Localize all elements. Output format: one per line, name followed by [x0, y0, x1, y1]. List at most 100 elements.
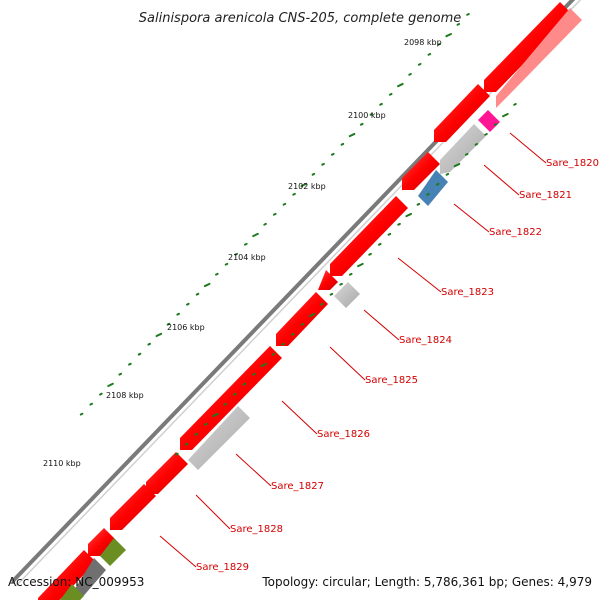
tick-mark — [456, 22, 461, 26]
tick-mark — [368, 252, 372, 256]
map-title: Salinispora arenicola CNS-205, complete … — [139, 11, 461, 26]
cds-arrow-forward — [330, 196, 408, 276]
tick-mark — [194, 432, 198, 436]
tick-mark — [79, 412, 84, 416]
gene-leader-line — [363, 309, 400, 341]
gene-label: Sare_1826 — [317, 429, 370, 440]
feature-grey — [334, 282, 360, 308]
tick-mark — [357, 262, 364, 268]
tick-mark — [212, 412, 219, 418]
gene-leader-line — [509, 132, 547, 164]
tick-mark — [387, 232, 392, 236]
genome-summary-text: Topology: circular; Length: 5,786,361 bp… — [261, 575, 592, 589]
tick-mark — [437, 42, 441, 46]
tick-mark — [137, 352, 142, 356]
tick-mark — [118, 372, 123, 376]
tick-mark — [242, 382, 247, 386]
tick-mark — [369, 112, 374, 116]
tick-mark — [397, 222, 401, 226]
tick-mark — [215, 272, 219, 276]
tick-mark — [166, 322, 171, 326]
gene-label: Sare_1821 — [519, 190, 572, 201]
tick-mark — [204, 422, 208, 426]
tick-mark — [89, 402, 94, 406]
gene-label: Sare_1829 — [196, 562, 249, 573]
cds-arrow-reverse — [496, 8, 582, 108]
feature-grey — [440, 124, 486, 174]
cds-arrow-forward — [484, 2, 572, 92]
gene-label: Sare_1820 — [546, 158, 599, 169]
tick-mark — [155, 332, 163, 338]
tick-mark — [308, 312, 316, 318]
feature-olive — [100, 538, 126, 566]
tick-mark — [339, 282, 343, 286]
kbp-label: 2102 kbp — [288, 182, 326, 191]
cds-arrow-forward — [110, 484, 156, 530]
tick-mark — [321, 162, 325, 166]
tick-mark — [224, 262, 229, 266]
tick-mark — [99, 392, 103, 396]
tick-mark — [281, 342, 285, 346]
tick-mark — [252, 232, 259, 238]
tick-mark — [272, 212, 277, 216]
tick-mark — [359, 122, 364, 126]
tick-mark — [435, 182, 440, 186]
cds-arrow-forward — [146, 452, 188, 494]
tick-mark — [233, 392, 237, 396]
gene-label: Sare_1827 — [271, 481, 324, 492]
tick-mark — [300, 322, 305, 326]
tick-mark — [175, 452, 179, 456]
kbp-label: 2098 kbp — [404, 38, 442, 47]
accession-text: Accession: NC_009953 — [8, 575, 144, 589]
tick-mark — [408, 72, 412, 76]
tick-mark — [417, 62, 422, 66]
tick-mark — [107, 382, 114, 388]
tick-mark — [234, 252, 238, 256]
gene-leader-line — [397, 257, 442, 293]
gene-leader-line — [453, 203, 490, 233]
tick-mark — [300, 182, 308, 188]
tick-mark — [223, 402, 227, 406]
kbp-label: 2108 kbp — [106, 391, 144, 400]
tick-mark — [445, 172, 450, 176]
tick-mark — [513, 103, 517, 106]
tick-mark — [397, 82, 404, 88]
cds-arrow-forward — [276, 292, 328, 346]
tick-mark — [493, 122, 498, 126]
tick-mark — [260, 362, 268, 368]
tick-mark — [464, 152, 469, 156]
tick-mark — [252, 372, 256, 376]
tick-mark — [244, 242, 248, 246]
cds-arrow-forward — [402, 152, 440, 190]
gene-leader-line — [281, 400, 318, 435]
kbp-label: 2104 kbp — [228, 253, 266, 262]
gene-label: Sare_1822 — [489, 227, 542, 238]
cds-arrow-forward — [88, 528, 116, 556]
tick-mark — [445, 32, 452, 38]
feature-magenta — [478, 110, 500, 132]
tick-mark — [330, 152, 335, 156]
tick-mark — [176, 312, 180, 316]
tick-mark — [466, 13, 470, 16]
kbp-label: 2110 kbp — [43, 459, 81, 468]
feature-grey — [188, 406, 250, 470]
tick-mark — [271, 352, 276, 356]
tick-mark — [474, 142, 479, 146]
tick-marks — [79, 13, 517, 456]
gene-label: Sare_1824 — [399, 335, 452, 346]
gene-label: Sare_1823 — [441, 287, 494, 298]
gene-leader-line — [159, 535, 197, 568]
kbp-label: 2106 kbp — [167, 323, 205, 332]
tick-mark — [203, 282, 211, 288]
tick-mark — [348, 132, 356, 138]
gene-leader-line — [235, 453, 272, 487]
gene-label: Sare_1828 — [230, 524, 283, 535]
gene-leader-line — [483, 164, 520, 196]
tick-mark — [340, 142, 345, 146]
tick-mark — [416, 202, 421, 206]
tick-mark — [405, 212, 413, 218]
tick-mark — [195, 292, 200, 296]
tick-mark — [329, 292, 334, 296]
